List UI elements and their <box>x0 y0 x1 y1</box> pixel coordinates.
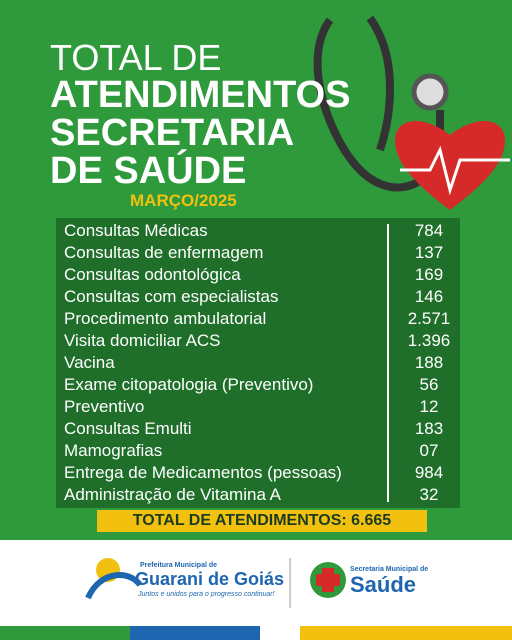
left-slogan: Juntos e unidos para o progresso continu… <box>138 591 275 598</box>
stethoscope-illustration <box>313 15 510 210</box>
title-line: TOTAL DE <box>50 37 222 78</box>
row-value: 784 <box>414 221 444 240</box>
table-row: Consultas odontológica 169 <box>64 264 454 286</box>
row-label: Entrega de Medicamentos (pessoas) <box>64 463 342 482</box>
table-row: Visita domiciliar ACS 1.396 <box>64 330 454 352</box>
table-row: Administração de Vitamina A 32 <box>64 484 454 506</box>
row-label: Procedimento ambulatorial <box>64 309 267 328</box>
row-value: 146 <box>414 287 444 306</box>
row-value: 188 <box>414 353 444 372</box>
logos <box>85 558 346 608</box>
table-row: Preventivo 12 <box>64 396 454 418</box>
table: Consultas Médicas 784 Consultas de enferma… <box>56 218 460 508</box>
row-value: 12 <box>419 397 439 416</box>
row-label: Consultas odontológica <box>64 265 241 284</box>
left-name: Guarani de Goiás <box>135 569 285 589</box>
row-label: Consultas Emulti <box>64 419 192 438</box>
right-top: Secretaria Municipal de <box>350 566 429 573</box>
footer: Prefeitura Municipal de Guarani de Goiás… <box>0 540 512 626</box>
row-label: Consultas de enfermagem <box>64 243 264 262</box>
row-label: Visita domiciliar ACS <box>64 331 221 350</box>
title-line: ATENDIMENTOS <box>50 74 351 116</box>
table-row: Mamografias 07 <box>64 440 454 462</box>
row-value: 56 <box>419 375 439 394</box>
title-line: SECRETARIA <box>50 112 295 154</box>
divider <box>387 224 389 502</box>
total: TOTAL DE ATENDIMENTOS: 6.665 <box>97 510 427 532</box>
stripe <box>130 626 260 640</box>
table-row: Consultas com especialistas 146 <box>64 286 454 308</box>
stripe <box>300 626 512 640</box>
row-label: Exame citopatologia (Preventivo) <box>64 375 314 394</box>
table-row: Entrega de Medicamentos (pessoas) 984 <box>64 462 454 484</box>
row-value: 07 <box>419 441 439 460</box>
row-label: Consultas Médicas <box>64 221 208 240</box>
stripe <box>260 626 300 640</box>
right-name: Saúde <box>350 572 417 597</box>
row-label: Consultas com especialistas <box>64 287 279 306</box>
left-top: Prefeitura Municipal de <box>140 562 218 569</box>
row-value: 1.396 <box>407 331 451 350</box>
table-row: Procedimento ambulatorial 2.571 <box>64 308 454 330</box>
row-label: Preventivo <box>64 397 145 416</box>
table-row: Consultas Emulti 183 <box>64 418 454 440</box>
period: MARÇO/2025 <box>130 191 237 210</box>
table-row: Exame citopatologia (Preventivo) 56 <box>64 374 454 396</box>
stripe <box>0 626 130 640</box>
row-value: 984 <box>414 463 444 482</box>
table-row: Vacina 188 <box>64 352 454 374</box>
row-value: 137 <box>414 243 444 262</box>
row-value: 2.571 <box>407 309 451 328</box>
row-value: 169 <box>414 265 444 284</box>
row-label: Administração de Vitamina A <box>64 485 282 504</box>
row-value: 32 <box>419 485 439 504</box>
table-row: Consultas Médicas 784 <box>64 220 454 242</box>
title-line: DE SAÚDE <box>50 150 247 192</box>
row-label: Vacina <box>64 353 115 372</box>
table-row: Consultas de enfermagem 137 <box>64 242 454 264</box>
row-label: Mamografias <box>64 441 163 460</box>
row-value: 183 <box>414 419 444 438</box>
